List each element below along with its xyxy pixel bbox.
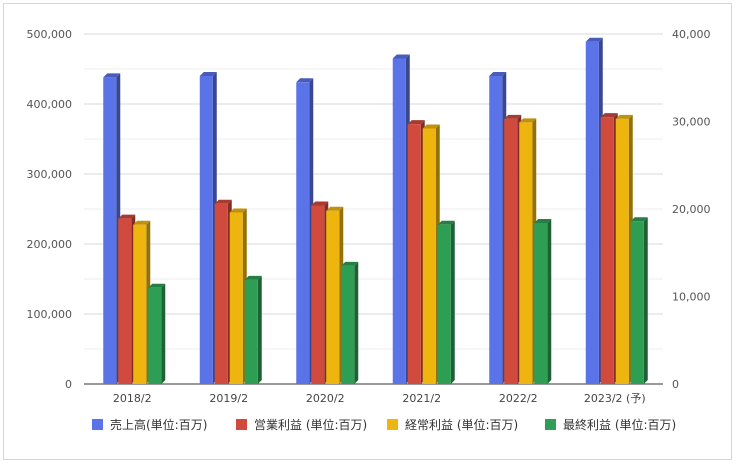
- bar-top: [214, 199, 232, 204]
- bar-top: [118, 214, 136, 219]
- bar-top: [133, 220, 151, 225]
- y-left-tick-label: 500,000: [27, 28, 73, 41]
- legend-swatch: [92, 419, 103, 430]
- bar: [103, 77, 117, 385]
- bar-top: [392, 54, 410, 59]
- x-tick-label: 2022/2: [499, 392, 538, 405]
- bar: [214, 203, 228, 384]
- y-left-tick-label: 300,000: [27, 168, 73, 181]
- bar-top: [519, 118, 537, 123]
- bar-side: [257, 275, 262, 384]
- bar-side: [354, 261, 359, 384]
- legend-label: 営業利益 (単位:百万): [254, 417, 367, 432]
- bar-top: [504, 114, 522, 119]
- bar-top: [615, 114, 633, 119]
- x-tick-label: 2018/2: [113, 392, 152, 405]
- bar-top: [326, 206, 344, 211]
- bar-top: [296, 78, 314, 83]
- legend-label: 最終利益 (単位:百万): [563, 417, 676, 432]
- bar-top: [244, 275, 262, 280]
- y-right-tick-label: 30,000: [672, 116, 711, 129]
- bar: [311, 205, 325, 384]
- bar-top: [437, 220, 455, 225]
- legend-swatch: [236, 419, 247, 430]
- y-left-tick-label: 200,000: [27, 238, 73, 251]
- bar: [407, 124, 421, 384]
- bar-side: [547, 219, 552, 384]
- bar-top: [422, 124, 440, 129]
- bar: [392, 58, 406, 384]
- bar-top: [311, 201, 329, 206]
- y-right-tick-label: 10,000: [672, 291, 711, 304]
- bar: [422, 128, 436, 384]
- bar: [585, 41, 599, 384]
- bar-top: [534, 219, 552, 223]
- bar: [489, 76, 503, 384]
- bar-side: [450, 220, 455, 384]
- bar-top: [585, 37, 603, 42]
- bar-top: [148, 283, 166, 288]
- bar-side: [161, 283, 166, 384]
- bar: [630, 221, 644, 384]
- y-right-tick-label: 20,000: [672, 203, 711, 216]
- bar: [615, 118, 629, 384]
- bar: [148, 287, 162, 384]
- bar: [341, 265, 355, 384]
- bar: [118, 218, 132, 384]
- legend-swatch: [545, 419, 556, 430]
- bar: [437, 224, 451, 384]
- bar-top: [600, 113, 618, 118]
- y-left-tick-label: 0: [65, 378, 72, 391]
- legend-label: 売上高(単位:百万): [110, 417, 207, 432]
- bar-top: [229, 208, 247, 213]
- bar-top: [199, 72, 217, 76]
- bar: [519, 122, 533, 384]
- bar: [326, 210, 340, 384]
- bar: [534, 223, 548, 384]
- bar: [296, 82, 310, 385]
- legend-swatch: [387, 419, 398, 430]
- bar: [244, 279, 258, 384]
- y-right-tick-label: 0: [672, 378, 679, 391]
- y-left-tick-label: 400,000: [27, 98, 73, 111]
- bar-top: [630, 217, 648, 222]
- legend-label: 経常利益 (単位:百万): [405, 417, 518, 432]
- bar: [133, 224, 147, 384]
- bar: [199, 76, 213, 384]
- y-right-tick-label: 40,000: [672, 28, 711, 41]
- bar: [600, 117, 614, 384]
- bar-top: [407, 120, 425, 125]
- bar-top: [341, 261, 359, 266]
- bar: [504, 118, 518, 384]
- bar: [229, 212, 243, 384]
- x-tick-label: 2019/2: [209, 392, 248, 405]
- x-tick-label: 2020/2: [306, 392, 345, 405]
- x-tick-label: 2023/2 (予): [584, 392, 646, 405]
- bar-side: [643, 217, 648, 384]
- y-left-tick-label: 100,000: [27, 308, 73, 321]
- x-tick-label: 2021/2: [402, 392, 441, 405]
- bar-top: [103, 73, 121, 78]
- bar-top: [489, 72, 507, 76]
